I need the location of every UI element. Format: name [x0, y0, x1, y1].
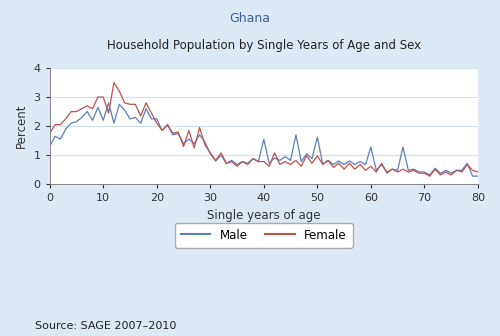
Female	[427, 174, 433, 178]
Line: Male: Male	[50, 103, 478, 176]
Male	[470, 174, 476, 178]
Text: Source: SAGE 2007–2010: Source: SAGE 2007–2010	[35, 321, 176, 331]
Male	[438, 171, 444, 175]
Title: Household Population by Single Years of Age and Sex: Household Population by Single Years of …	[107, 39, 421, 51]
Male	[106, 101, 112, 105]
Female	[320, 163, 326, 167]
Text: Ghana: Ghana	[230, 12, 270, 25]
Female	[400, 167, 406, 171]
Line: Female: Female	[50, 83, 478, 176]
Male	[475, 174, 481, 178]
Female	[475, 170, 481, 174]
Y-axis label: Percent: Percent	[15, 104, 28, 149]
Legend: Male, Female: Male, Female	[175, 223, 353, 248]
Female	[111, 81, 117, 85]
Female	[46, 131, 52, 135]
Male	[400, 145, 406, 149]
Male	[288, 158, 294, 162]
Female	[288, 163, 294, 167]
X-axis label: Single years of age: Single years of age	[207, 209, 320, 222]
Female	[368, 164, 374, 168]
Male	[46, 144, 52, 149]
Female	[443, 170, 449, 174]
Female	[422, 171, 428, 175]
Male	[368, 145, 374, 149]
Male	[422, 170, 428, 174]
Male	[320, 162, 326, 166]
